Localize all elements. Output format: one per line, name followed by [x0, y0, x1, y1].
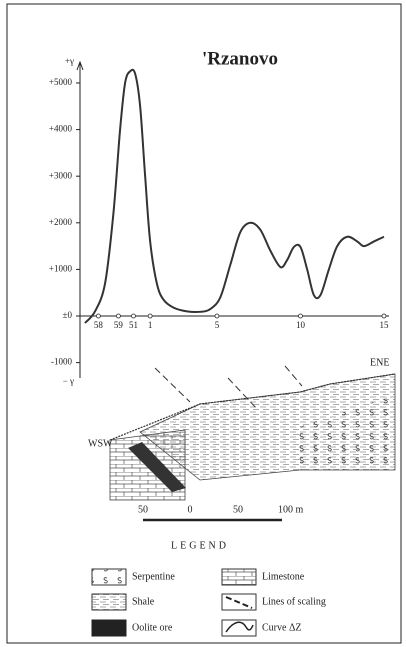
legend-icon	[91, 568, 127, 586]
x-tick	[116, 313, 121, 319]
oolite-ore	[128, 442, 186, 492]
west-label: WSW	[88, 438, 113, 449]
legend-icon	[221, 619, 257, 637]
x-tick	[214, 313, 220, 319]
legend-label: Lines of scaling	[262, 596, 326, 607]
y-tick-label: +5000	[49, 77, 73, 87]
geologic-section: WSW ENE 50 0 50 100 m	[88, 357, 396, 522]
legend: LEGEND Serpentine Limestone Shale Lines …	[91, 540, 326, 637]
x-tick	[131, 313, 136, 319]
surface	[109, 373, 396, 441]
y-tick-label: +1000	[49, 263, 73, 273]
y-tick-label: ±0	[63, 310, 73, 320]
frame	[6, 3, 402, 644]
x-tick-label: 51	[129, 320, 138, 330]
legend-icon	[91, 593, 127, 611]
legend-label: Curve ΔZ	[262, 622, 301, 633]
serpentine	[290, 395, 395, 470]
legend-label: Oolite ore	[132, 622, 173, 633]
legend-label: Limestone	[262, 571, 305, 582]
curve-line	[84, 68, 385, 324]
chart-title: 'Rzanovo	[202, 48, 278, 69]
x-tick-label: 59	[114, 320, 124, 330]
x-tick	[381, 313, 387, 319]
x-tick-label: 1	[148, 320, 153, 330]
legend-icon	[225, 596, 253, 609]
scaling-lines	[154, 365, 303, 411]
legend-icon	[225, 621, 254, 633]
legend-icon	[221, 593, 257, 611]
legend-label: Serpentine	[132, 571, 175, 582]
legend-label: Shale	[132, 596, 155, 607]
east-label: ENE	[370, 357, 389, 368]
legend-title: LEGEND	[171, 540, 229, 551]
legend-icon	[221, 568, 257, 586]
x-tick	[298, 313, 303, 319]
y-tick-label: -1000	[51, 357, 72, 367]
y-tick-label: +3000	[49, 170, 73, 180]
y-axis-label-bottom: − γ	[63, 376, 74, 386]
x-tick-label: 5	[215, 320, 220, 330]
legend-icon	[91, 619, 127, 637]
y-tick-label: +2000	[49, 217, 73, 227]
scale-label: 50	[138, 504, 148, 515]
scale-label: 0	[188, 504, 193, 515]
x-tick	[147, 313, 153, 319]
y-axis-label-top: +γ	[65, 56, 74, 66]
x-tick-label: 15	[379, 320, 389, 330]
scale-label: 100 m	[278, 504, 304, 515]
y-axis-arrow	[76, 60, 84, 71]
y-tick-label: +4000	[49, 124, 73, 134]
x-tick-label: 10	[296, 320, 306, 330]
scale-label: 50	[233, 504, 243, 515]
x-tick-label: 58	[94, 320, 104, 330]
x-tick	[95, 313, 101, 319]
chart: 'Rzanovo +γ − γ +5000 +4000 +3000 +2000 +100…	[49, 48, 389, 386]
